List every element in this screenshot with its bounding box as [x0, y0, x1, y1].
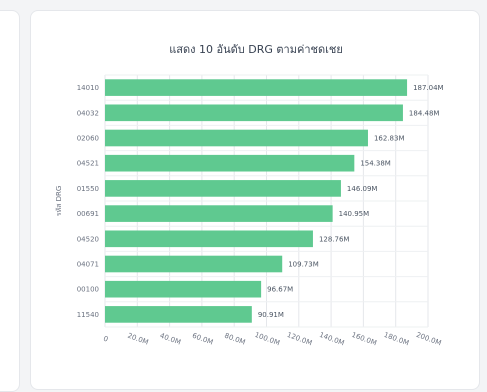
- bar-00691: [105, 205, 333, 222]
- x-tick-label: 20.0M: [126, 332, 149, 347]
- drg-bar-chart: แสดง 10 อันดับ DRG ตามค่าชดเชย 187.04M18…: [55, 43, 444, 347]
- chart-title: แสดง 10 อันดับ DRG ตามค่าชดเชย: [169, 43, 343, 56]
- y-tick-label-02060: 02060: [77, 135, 99, 143]
- data-label-14010: 187.04M: [413, 84, 444, 92]
- data-label-04520: 128.76M: [319, 235, 350, 243]
- data-label-11540: 90.91M: [258, 311, 284, 319]
- y-tick-label-04520: 04520: [77, 235, 99, 243]
- data-label-04521: 154.38M: [360, 160, 391, 168]
- y-tick-labels: 14010 04032 02060 04521 01550 00691 04520 04071…: [77, 84, 99, 319]
- bar-02060: [105, 129, 368, 147]
- y-tick-label-01550: 01550: [77, 185, 99, 193]
- bar-04071: [105, 255, 283, 273]
- x-tick-label: 40.0M: [159, 332, 182, 347]
- data-label-02060: 162.83M: [374, 135, 405, 143]
- data-label-01550: 146.09M: [347, 185, 378, 193]
- x-tick-label: 100.0M: [254, 331, 281, 347]
- y-tick-label-00100: 00100: [77, 286, 99, 294]
- data-label-04071: 109.73M: [288, 261, 319, 269]
- x-tick-label: 0: [102, 335, 109, 344]
- y-tick-label-14010: 14010: [77, 84, 99, 92]
- y-tick-label-04032: 04032: [77, 109, 99, 117]
- bar-04521: [105, 154, 355, 172]
- x-tick-label: 80.0M: [223, 332, 246, 347]
- x-tick-label: 180.0M: [383, 331, 410, 347]
- x-tick-label: 140.0M: [318, 331, 345, 347]
- x-tick-label: 120.0M: [286, 331, 313, 347]
- data-label-00691: 140.95M: [339, 210, 370, 218]
- bar-04520: [105, 230, 313, 248]
- bar-14010: [105, 79, 408, 96]
- y-tick-label-04071: 04071: [77, 261, 99, 269]
- bar-11540: [105, 306, 252, 323]
- y-tick-label-11540: 11540: [77, 311, 99, 319]
- adjacent-card: [0, 10, 20, 392]
- bar-04032: [105, 104, 403, 122]
- y-axis-title: รหัส DRG: [55, 186, 63, 217]
- x-tick-label: 60.0M: [191, 332, 214, 347]
- y-tick-label-04521: 04521: [77, 160, 99, 168]
- x-tick-label: 200.0M: [415, 331, 442, 347]
- x-tick-label: 160.0M: [350, 331, 377, 347]
- data-label-00100: 96.67M: [267, 286, 293, 294]
- bar-00100: [105, 280, 262, 298]
- bar-01550: [105, 180, 341, 197]
- data-label-04032: 184.48M: [409, 109, 440, 117]
- y-tick-label-00691: 00691: [77, 210, 99, 218]
- bars: 187.04M 184.48M 162.83M 154.38M 146.09M 140.9…: [105, 79, 444, 323]
- x-tick-labels: 0 20.0M 40.0M 60.0M 80.0M 100.0M 120.0M 140.0M 1…: [102, 331, 442, 347]
- chart-card: แสดง 10 อันดับ DRG ตามค่าชดเชย 187.04M 18…: [30, 10, 480, 390]
